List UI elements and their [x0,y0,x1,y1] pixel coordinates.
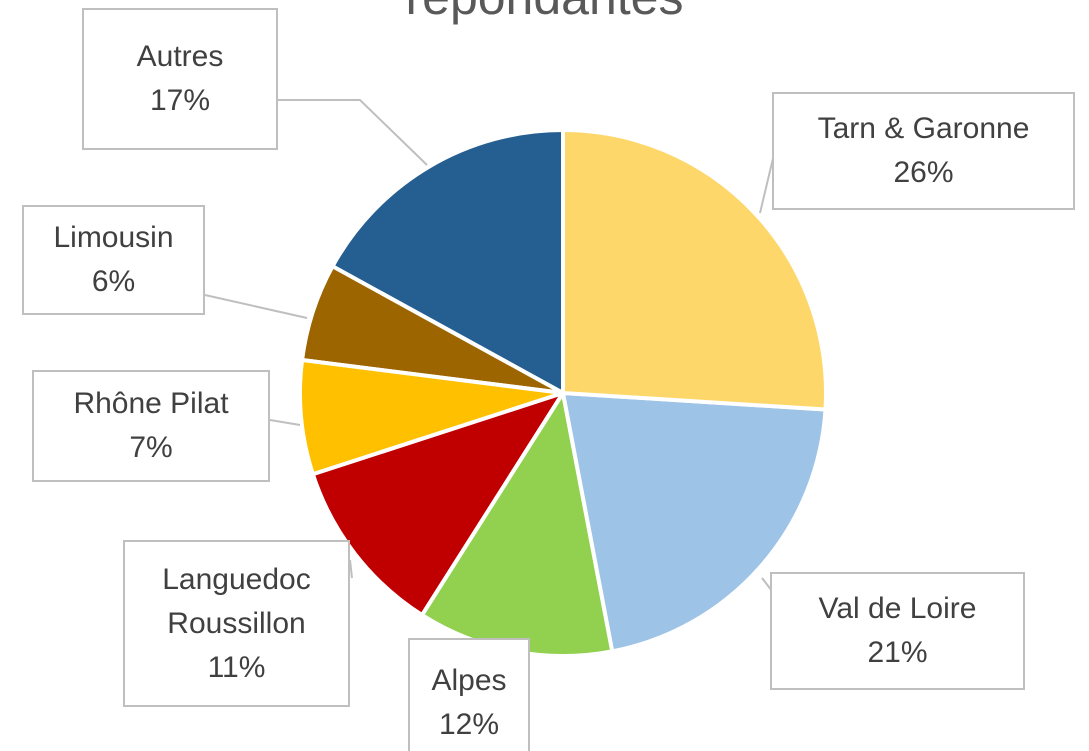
data-label: Tarn & Garonne 26% [772,92,1075,210]
label-category: Rhône Pilat [73,387,229,420]
data-label: Rhône Pilat 7% [32,370,270,482]
data-label: Languedoc Roussillon 11% [123,540,350,707]
label-value: 6% [91,265,136,298]
label-value: 26% [893,156,954,189]
label-value: 7% [129,431,173,464]
chart-title: répondantes [0,0,1089,26]
label-category: Languedoc Roussillon [162,562,311,640]
leader-line [349,559,353,579]
data-label: Autres 17% [82,8,278,150]
leader-line [278,99,428,166]
slice [561,127,828,412]
data-label: Val de Loire 21% [770,572,1025,690]
data-label: Alpes 12% [408,638,530,751]
label-category: Alpes [431,664,507,697]
leader-line [204,294,308,319]
slice [560,390,828,654]
label-category: Limousin [53,221,174,254]
slice [329,127,565,397]
label-category: Autres [136,40,224,73]
label-category: Tarn & Garonne [817,112,1030,145]
label-category: Val de Loire [818,592,977,625]
label-value: 17% [149,84,211,117]
label-value: 11% [207,650,266,684]
label-value: 12% [438,708,500,741]
leader-line [269,419,301,426]
label-value: 21% [867,636,928,669]
slice [310,389,568,618]
slice [298,357,564,477]
data-label: Limousin 6% [22,205,205,315]
